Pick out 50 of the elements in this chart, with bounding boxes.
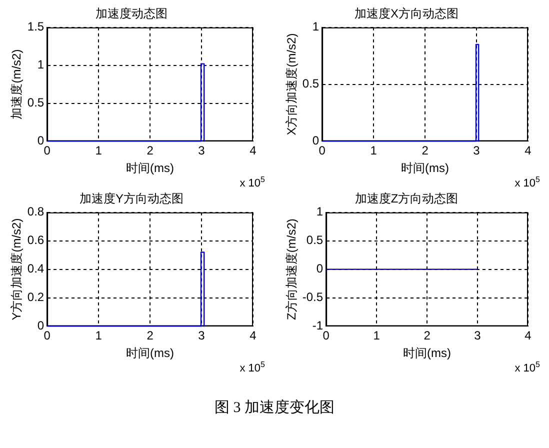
y-tick-label: 1.5 <box>27 20 44 34</box>
y-axis-title: 加速度(m/s2) <box>10 49 24 120</box>
x-tick-label: 2 <box>422 144 429 158</box>
y-tick-label: 0.8 <box>27 204 44 219</box>
x-tick-label: 3 <box>474 328 482 343</box>
y-tick-label: 0.5 <box>306 233 324 248</box>
y-axis-title: Z方向加速度(m/s2) <box>284 218 299 320</box>
y-tick-label: 0 <box>312 134 320 148</box>
chart-title: 加速度动态图 <box>96 6 168 21</box>
y-tick-label: -1 <box>312 318 324 333</box>
x-tick-label: 2 <box>424 328 431 343</box>
x-tick-label: 3 <box>473 144 480 158</box>
y-tick-label: 0.4 <box>27 262 44 276</box>
y-axis-title: X方向加速度(m/s2) <box>284 33 299 136</box>
chart-title: 加速度X方向动态图 <box>354 6 459 21</box>
y-tick-label: 0.6 <box>27 233 44 248</box>
y-tick-label: -0.5 <box>302 290 324 304</box>
x-tick-label: 4 <box>250 328 257 343</box>
x-tick-label: 4 <box>250 144 257 158</box>
y-tick-label: 0 <box>37 318 44 333</box>
y-tick-label: 1 <box>37 58 44 72</box>
x-tick-label: 2 <box>146 144 154 158</box>
y-tick-label: 0 <box>37 134 44 148</box>
y-axis-title: Y方向加速度(m/s2) <box>10 218 24 320</box>
x-axis-title: 时间(ms) <box>126 346 174 360</box>
x-axis-title: 时间(ms) <box>403 346 452 360</box>
y-tick-label: 1 <box>316 204 324 219</box>
x-tick-label: 1 <box>95 144 102 158</box>
x-tick-label: 4 <box>524 144 532 158</box>
x-tick-label: 3 <box>198 144 206 158</box>
y-tick-label: 0 <box>316 262 324 276</box>
x-tick-label: 3 <box>198 328 206 343</box>
x-tick-label: 4 <box>524 328 532 343</box>
text: x 10$^{5}$ <box>240 175 265 190</box>
y-tick-label: 0.2 <box>27 290 44 304</box>
y-tick-label: 0.5 <box>302 76 320 91</box>
chart-title: 加速度Z方向动态图 <box>354 192 458 206</box>
x-tick-label: 2 <box>146 328 154 343</box>
caption: 图 3 加速度变化图 <box>214 398 336 417</box>
text: x 10$^{5}$ <box>514 360 540 375</box>
x-tick-label: 1 <box>370 144 378 158</box>
y-tick-label: 1 <box>312 20 320 34</box>
x-tick-label: 1 <box>373 328 380 343</box>
x-axis-title: 时间(ms) <box>401 161 450 176</box>
text: x 10$^{5}$ <box>514 175 540 190</box>
y-tick-label: 0.5 <box>27 96 44 110</box>
x-tick-label: 1 <box>95 328 102 343</box>
x-axis-title: 时间(ms) <box>126 161 174 176</box>
chart-title: 加速度Y方向动态图 <box>79 192 184 206</box>
text: x 10$^{5}$ <box>240 360 265 375</box>
